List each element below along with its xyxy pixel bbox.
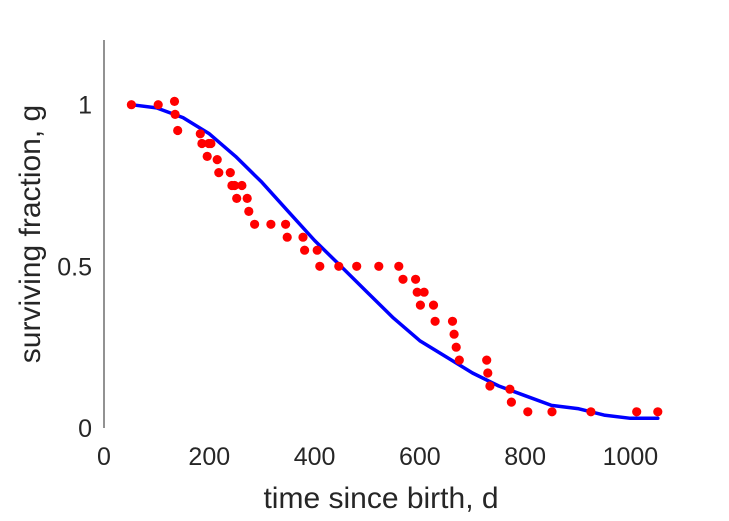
data-point	[250, 219, 260, 229]
data-point	[506, 397, 516, 407]
data-point	[232, 193, 242, 203]
data-point	[419, 287, 429, 297]
x-axis-label: time since birth, d	[263, 482, 498, 515]
data-point	[428, 300, 439, 310]
data-point	[169, 96, 180, 106]
data-point	[485, 381, 495, 391]
data-point	[632, 407, 642, 417]
data-point	[126, 100, 136, 110]
data-point	[430, 316, 440, 326]
data-point	[411, 274, 421, 284]
data-point	[586, 407, 596, 417]
data-point	[447, 316, 458, 326]
x-tick-label: 1000	[603, 443, 659, 471]
fit-curve	[129, 102, 660, 421]
data-point	[212, 155, 222, 165]
data-point	[206, 138, 216, 149]
data-point	[298, 232, 308, 242]
y-axis-ticks: 00.51	[57, 92, 92, 443]
data-point	[173, 125, 183, 136]
data-point	[195, 129, 205, 139]
data-point	[505, 384, 515, 394]
x-tick-label: 800	[504, 443, 546, 471]
data-point	[523, 407, 533, 417]
y-axis-label: surviving fraction, g	[14, 105, 47, 363]
y-tick-label: 0	[78, 415, 92, 443]
data-point	[202, 151, 212, 161]
x-tick-label: 0	[97, 443, 111, 471]
data-point	[415, 300, 425, 310]
data-point	[153, 100, 163, 110]
data-point	[282, 232, 292, 242]
y-tick-label: 1	[78, 92, 92, 120]
data-point	[454, 355, 464, 365]
data-point	[451, 342, 461, 352]
x-tick-label: 200	[188, 443, 230, 471]
data-point	[483, 368, 493, 378]
data-point	[281, 219, 291, 229]
data-point	[312, 245, 322, 255]
data-points	[126, 96, 663, 417]
data-point	[197, 138, 207, 149]
data-point	[225, 168, 235, 178]
data-point	[374, 261, 384, 271]
data-point	[244, 206, 254, 216]
data-point	[653, 407, 663, 417]
data-point	[214, 168, 224, 178]
data-point	[242, 193, 252, 203]
data-point	[449, 329, 459, 339]
data-point	[266, 219, 276, 229]
data-point	[412, 287, 422, 297]
data-point	[230, 180, 240, 191]
x-tick-label: 600	[399, 443, 441, 471]
data-point	[547, 407, 557, 417]
data-point	[334, 261, 344, 271]
x-axis-ticks: 0 200 400 600 800 1000	[97, 443, 658, 471]
data-point	[398, 274, 408, 284]
data-point	[394, 261, 404, 271]
data-point	[315, 261, 325, 271]
y-tick-label: 0.5	[57, 253, 92, 281]
data-point	[482, 355, 492, 365]
data-point	[237, 180, 247, 191]
data-point	[300, 245, 310, 255]
data-point	[352, 261, 362, 271]
x-tick-label: 400	[294, 443, 336, 471]
data-point	[170, 109, 180, 119]
